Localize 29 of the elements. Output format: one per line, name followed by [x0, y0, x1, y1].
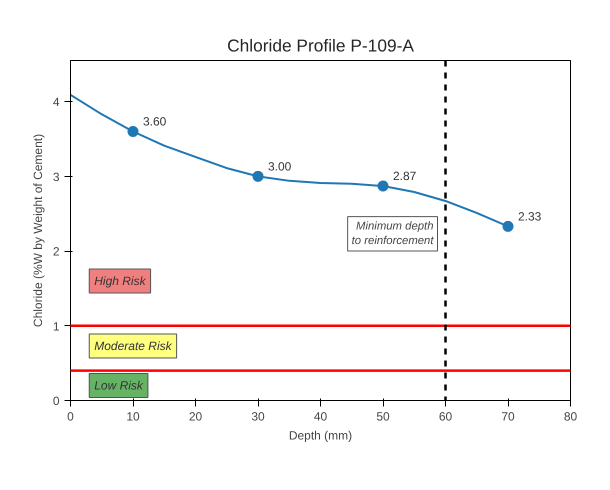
data-label: 2.33 — [518, 209, 542, 224]
x-tick-label: 0 — [67, 410, 74, 424]
data-label: 3.60 — [143, 114, 167, 128]
annotation: Low Risk — [94, 378, 144, 393]
ref-line-label: Minimum depth to reinforcement — [352, 220, 434, 248]
point — [128, 126, 138, 137]
y-tick-label: 1 — [52, 319, 60, 334]
y-tick-label: 4 — [52, 95, 60, 110]
point — [378, 180, 388, 192]
y-tick-label: 3 — [52, 170, 60, 184]
x-tick-label: 50 — [376, 410, 390, 424]
x-tick-label: 10 — [126, 410, 140, 424]
x-tick-label: 60 — [438, 410, 452, 424]
data-label: 3.00 — [268, 159, 292, 174]
x-tick-label: 30 — [251, 410, 265, 424]
x-tick-label: 70 — [501, 410, 515, 424]
y-tick-label: 2 — [52, 244, 60, 259]
x-tick-label: 40 — [314, 410, 328, 424]
y-axis-title: Chloride (%W by Weight of Cement) — [30, 134, 45, 328]
chart-title: Chloride Profile P-109-A — [227, 36, 414, 56]
data-label: 2.87 — [393, 169, 417, 184]
x-axis-title: Depth (mm) — [288, 428, 352, 442]
annotation: Moderate Risk — [94, 338, 173, 353]
point — [252, 170, 264, 182]
y-tick-label: 0 — [52, 394, 60, 408]
annotation: High Risk — [94, 274, 147, 288]
x-tick-label: 20 — [188, 410, 202, 424]
point — [502, 220, 514, 232]
x-tick-label: 80 — [564, 410, 578, 424]
